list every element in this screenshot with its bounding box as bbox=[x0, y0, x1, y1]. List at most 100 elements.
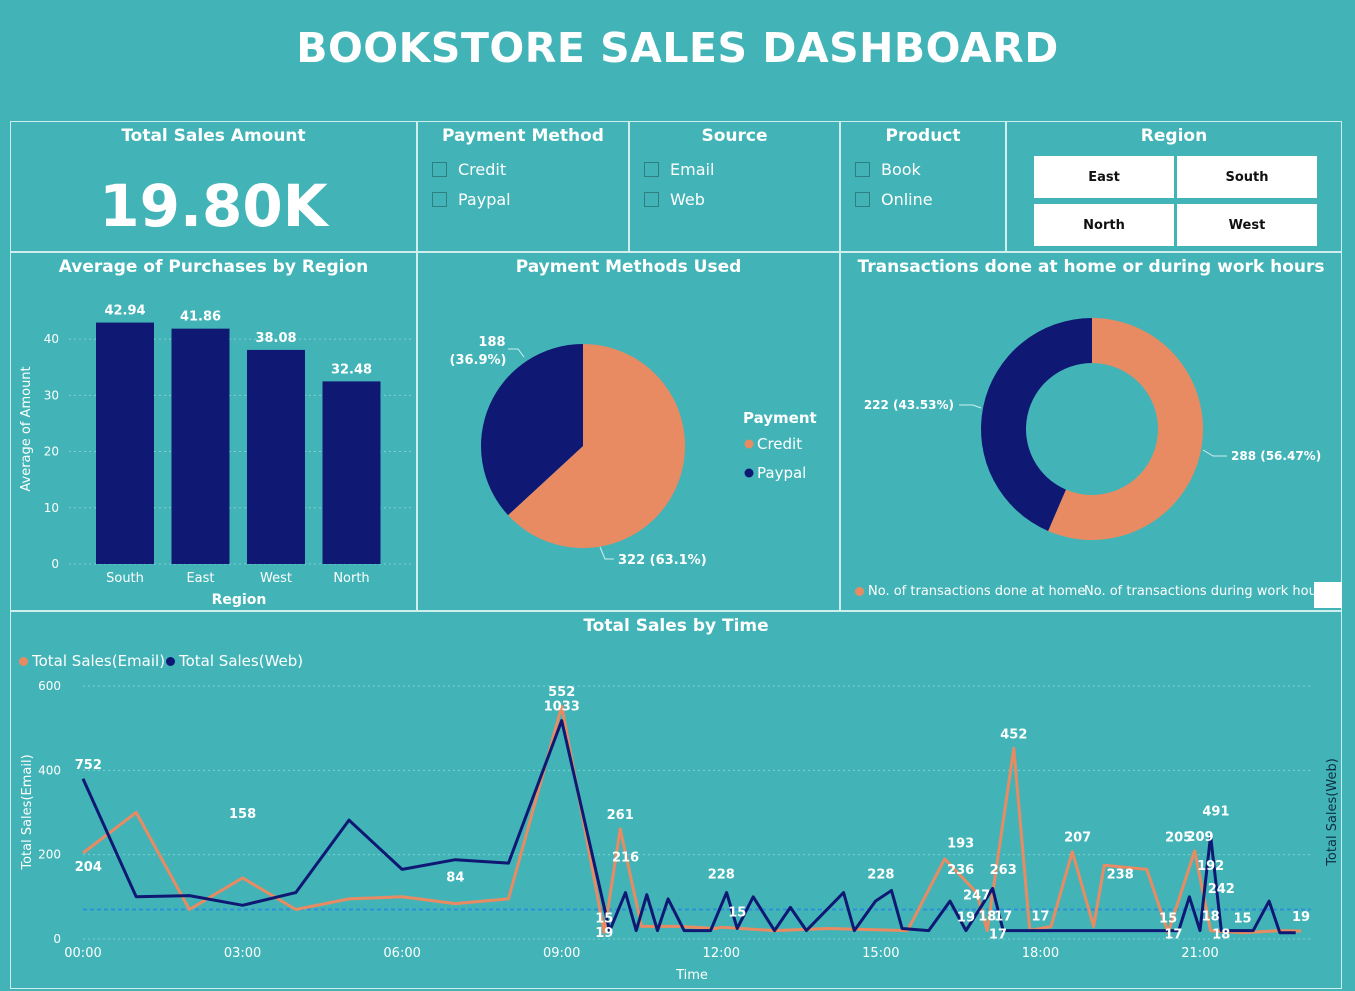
pie-chart: 322 (63.1%) 188 (36.9%) Payment Credit Paypal bbox=[450, 335, 817, 568]
data-label: 228 bbox=[867, 867, 894, 882]
series-line-email bbox=[82, 704, 1302, 935]
bar bbox=[322, 381, 381, 564]
data-label: 18 bbox=[1202, 910, 1220, 925]
region-tile-north[interactable]: North bbox=[1034, 204, 1174, 246]
legend-label: Credit bbox=[757, 435, 802, 453]
bar bbox=[96, 322, 154, 564]
checkbox-label: Paypal bbox=[458, 190, 511, 209]
x-tick-label: West bbox=[260, 571, 292, 586]
x-tick-label: 06:00 bbox=[383, 946, 420, 961]
source-slicer: Source Email Web bbox=[629, 121, 840, 252]
kpi-value: 19.80K bbox=[99, 172, 328, 240]
online-checkbox[interactable]: Online bbox=[855, 190, 933, 209]
email-checkbox[interactable]: Email bbox=[644, 160, 714, 179]
line-chart-panel: Total Sales by Time Total Sales(Email) T… bbox=[10, 611, 1342, 989]
checkbox-icon bbox=[644, 192, 659, 207]
legend-dot-icon bbox=[19, 656, 28, 666]
x-tick-label: 12:00 bbox=[703, 946, 740, 961]
data-label: 752 bbox=[75, 758, 102, 773]
legend-item-work[interactable]: No. of transactions during work hou bbox=[1080, 584, 1314, 599]
donut-chart-panel: Transactions done at home or during work… bbox=[840, 252, 1342, 611]
legend-label: Paypal bbox=[757, 464, 806, 482]
legend-label: No. of transactions done at home bbox=[868, 584, 1086, 599]
region-tile-south[interactable]: South bbox=[1177, 156, 1317, 198]
data-label: 263 bbox=[990, 863, 1017, 878]
payment-method-slicer: Payment Method Credit Paypal bbox=[417, 121, 629, 252]
paypal-checkbox[interactable]: Paypal bbox=[432, 190, 511, 209]
region-tile-west[interactable]: West bbox=[1177, 204, 1317, 246]
product-slicer: Product Book Online bbox=[840, 121, 1006, 252]
data-label: 205 bbox=[1165, 831, 1192, 846]
leader-line bbox=[508, 348, 525, 358]
book-checkbox[interactable]: Book bbox=[855, 160, 921, 179]
donut-slice-work bbox=[981, 318, 1092, 531]
data-label: 288 (56.47%) bbox=[1231, 449, 1321, 463]
y-tick-label: 30 bbox=[44, 388, 59, 402]
checkbox-icon bbox=[432, 192, 447, 207]
y-axis-title: Average of Amount bbox=[19, 366, 34, 491]
bar bbox=[171, 328, 230, 564]
legend-dot-icon bbox=[744, 439, 754, 449]
data-label: 19 bbox=[1292, 910, 1310, 925]
chart-title: Payment Methods Used bbox=[515, 257, 742, 277]
data-label: 17 bbox=[994, 910, 1012, 925]
leader-line bbox=[599, 546, 614, 560]
data-label: 261 bbox=[607, 808, 634, 823]
x-axis-title: Region bbox=[212, 592, 267, 608]
x-tick-label: 21:00 bbox=[1181, 946, 1218, 961]
checkbox-label: Book bbox=[881, 160, 921, 179]
chart-title: Average of Purchases by Region bbox=[58, 257, 369, 277]
legend-scroll-button[interactable] bbox=[1314, 582, 1342, 608]
data-label: 322 (63.1%) bbox=[618, 553, 707, 568]
data-label: 17 bbox=[1031, 910, 1049, 925]
pie-slice-paypal bbox=[481, 344, 583, 516]
data-label: 192 bbox=[1197, 859, 1224, 874]
data-label: 204 bbox=[75, 860, 102, 875]
legend-label: No. of transactions during work hou bbox=[1084, 584, 1314, 599]
checkbox-icon bbox=[432, 162, 447, 177]
data-label: 32.48 bbox=[331, 362, 372, 377]
series-line-web bbox=[81, 719, 1296, 935]
data-label: 19 bbox=[595, 926, 613, 941]
legend-title: Payment bbox=[743, 409, 817, 427]
x-tick-label: 00:00 bbox=[64, 946, 101, 961]
pie-chart-panel: Payment Methods Used 322 (63.1%) 188 (36.9… bbox=[417, 252, 840, 611]
legend-item-email[interactable]: Total Sales(Email) bbox=[19, 652, 165, 670]
region-tile-east[interactable]: East bbox=[1034, 156, 1174, 198]
credit-checkbox[interactable]: Credit bbox=[432, 160, 506, 179]
slicer-title: Product bbox=[885, 126, 961, 146]
checkbox-label: Online bbox=[881, 190, 933, 209]
slicer-title: Source bbox=[701, 126, 768, 146]
checkbox-label: Email bbox=[670, 160, 715, 179]
y-tick-label: 40 bbox=[44, 332, 59, 346]
checkbox-label: Credit bbox=[458, 160, 507, 179]
x-tick-label: 15:00 bbox=[862, 946, 899, 961]
y-tick-label: 400 bbox=[38, 763, 61, 777]
donut-chart: 288 (56.47%) 222 (43.53%) bbox=[864, 318, 1321, 540]
y-tick-label: 0 bbox=[51, 557, 59, 571]
data-label: 15 bbox=[1234, 912, 1252, 927]
y-tick-label: 0 bbox=[53, 932, 61, 946]
bar-chart: 0 10 20 30 40 42.94 South 41.86 East 38.08 West 32.… bbox=[19, 304, 411, 608]
legend-dot-icon bbox=[166, 656, 175, 666]
web-checkbox[interactable]: Web bbox=[644, 190, 705, 209]
legend-label: Total Sales(Web) bbox=[179, 652, 304, 670]
data-label: 236 bbox=[947, 863, 974, 878]
data-label: 216 bbox=[612, 851, 639, 866]
line-chart: 0 200 400 600 00:00 03:00 06:00 09:00 12:00 15:00… bbox=[20, 679, 1340, 983]
bar-chart-panel: Average of Purchases by Region 0 10 20 30 40… bbox=[10, 252, 417, 611]
legend-item-web[interactable]: Total Sales(Web) bbox=[166, 652, 303, 670]
leader-line bbox=[1202, 449, 1227, 457]
checkbox-icon bbox=[855, 192, 870, 207]
data-label: 228 bbox=[708, 867, 735, 882]
x-tick-label: 03:00 bbox=[224, 946, 261, 961]
data-label: 18 bbox=[1212, 928, 1230, 943]
data-label: 238 bbox=[1107, 867, 1134, 882]
checkbox-label: Web bbox=[670, 190, 705, 209]
data-label: 15 bbox=[728, 905, 746, 920]
legend-item-home[interactable]: No. of transactions done at home bbox=[855, 584, 1085, 599]
x-tick-label: 18:00 bbox=[1022, 946, 1059, 961]
kpi-card: Total Sales Amount 19.80K bbox=[10, 121, 417, 252]
data-label: 247 bbox=[963, 888, 990, 903]
data-label: 1033 bbox=[544, 700, 580, 715]
